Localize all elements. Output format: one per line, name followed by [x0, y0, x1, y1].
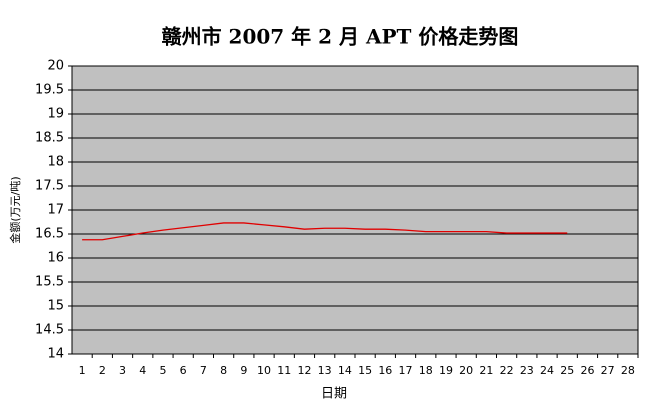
x-tick-label: 8: [220, 364, 227, 377]
y-tick-label: 20: [47, 59, 64, 74]
x-tick-label: 9: [240, 364, 247, 377]
x-tick-label: 22: [500, 364, 514, 377]
x-tick-label: 19: [439, 364, 453, 377]
x-tick-label: 1: [79, 364, 86, 377]
x-tick-label: 7: [200, 364, 207, 377]
x-tick-label: 17: [399, 364, 413, 377]
y-tick-label: 14.5: [35, 323, 64, 338]
y-axis-label: 金额(万元/吨): [8, 176, 22, 243]
x-tick-label: 5: [159, 364, 166, 377]
x-tick-label: 21: [479, 364, 493, 377]
data-line: [82, 222, 568, 241]
chart-title: 赣州市 2007 年 2 月 APT 价格走势图: [162, 25, 519, 49]
x-tick-label: 26: [580, 364, 594, 377]
x-tick-label: 18: [419, 364, 433, 377]
x-tick-label: 14: [338, 364, 352, 377]
x-tick-label: 27: [601, 364, 615, 377]
x-tick-label: 13: [318, 364, 332, 377]
y-tick-label: 17: [47, 203, 64, 218]
x-tick-label: 23: [520, 364, 534, 377]
y-tick-label: 19: [47, 107, 64, 122]
y-tick-label: 18.5: [35, 131, 64, 146]
x-tick-label: 16: [378, 364, 392, 377]
y-tick-label: 17.5: [35, 179, 64, 194]
y-tick-label: 18: [47, 155, 64, 170]
x-tick-label: 12: [297, 364, 311, 377]
y-tick-label: 19.5: [35, 83, 64, 98]
y-tick-label: 16.5: [35, 227, 64, 242]
x-tick-label: 24: [540, 364, 554, 377]
x-tick-label: 2: [99, 364, 106, 377]
y-tick-label: 14: [47, 347, 64, 362]
y-tick-label: 15: [47, 299, 64, 314]
y-tick-label: 15.5: [35, 275, 64, 290]
x-tick-label: 15: [358, 364, 372, 377]
x-tick-label: 3: [119, 364, 126, 377]
x-tick-label: 28: [621, 364, 635, 377]
x-tick-label: 20: [459, 364, 473, 377]
x-tick-label: 6: [180, 364, 187, 377]
x-tick-label: 11: [277, 364, 291, 377]
x-axis-label: 日期: [321, 387, 347, 402]
y-tick-label: 16: [47, 251, 64, 266]
x-tick-label: 4: [139, 364, 146, 377]
x-tick-label: 10: [257, 364, 271, 377]
x-tick-label: 25: [560, 364, 574, 377]
